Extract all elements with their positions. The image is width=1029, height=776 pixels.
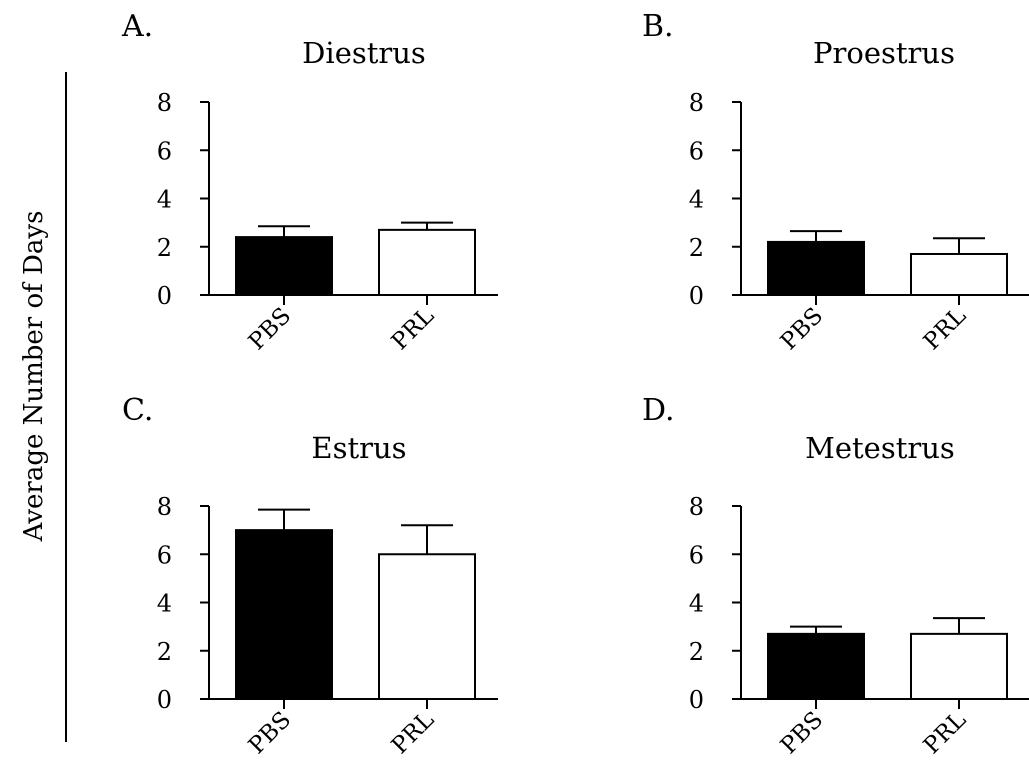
chart-title: Metestrus	[805, 431, 955, 465]
x-tick-label-pbs: PBS	[244, 707, 296, 759]
bar-pbs	[235, 236, 333, 297]
panel-letter: D.	[642, 393, 675, 428]
x-tick-label-prl: PRL	[387, 303, 439, 355]
chart-panel-a: A. Diestrus 0 2 4 6 8 PBS PRL	[121, 9, 498, 355]
x-tick-label-prl: PRL	[387, 707, 439, 759]
bar-prl	[378, 553, 476, 700]
y-tick-label: 2	[689, 234, 704, 262]
panels: A. Diestrus 0 2 4 6 8 PBS PRL B. Proestrus 0 2 4 6 8 PBS…	[121, 9, 1029, 759]
y-tick-label: 4	[157, 590, 172, 618]
y-tick-label: 8	[689, 493, 704, 521]
chart-title: Proestrus	[813, 36, 955, 70]
bar-pbs	[767, 632, 865, 700]
bar-pbs	[767, 240, 865, 297]
y-tick-label: 0	[157, 686, 172, 714]
x-tick-label-prl: PRL	[919, 707, 971, 759]
bar-prl	[910, 252, 1008, 297]
x-tick-label-pbs: PBS	[776, 303, 828, 355]
y-tick-label: 4	[689, 186, 704, 214]
bar-prl	[910, 632, 1008, 700]
y-tick-label: 0	[157, 282, 172, 310]
y-tick-label: 0	[689, 686, 704, 714]
y-tick-label: 6	[157, 541, 172, 569]
x-tick-label-pbs: PBS	[776, 707, 828, 759]
y-tick-label: 4	[157, 186, 172, 214]
panel-letter: A.	[121, 9, 153, 44]
chart-title: Estrus	[311, 431, 406, 465]
y-tick-label: 0	[689, 282, 704, 310]
y-tick-label: 6	[689, 137, 704, 165]
y-tick-label: 2	[157, 234, 172, 262]
chart-panel-c: C. Estrus 0 2 4 6 8 PBS PRL	[122, 393, 498, 759]
panel-letter: C.	[122, 393, 153, 428]
y-tick-label: 6	[689, 541, 704, 569]
y-axis-label: Average Number of Days	[19, 211, 49, 543]
bar-pbs	[235, 529, 333, 700]
x-tick-label-prl: PRL	[919, 303, 971, 355]
panel-letter: B.	[642, 9, 674, 44]
chart-title: Diestrus	[302, 36, 426, 70]
y-tick-label: 6	[157, 137, 172, 165]
bar-prl	[378, 228, 476, 296]
chart-panel-b: B. Proestrus 0 2 4 6 8 PBS PRL	[642, 9, 1029, 355]
y-tick-label: 2	[689, 638, 704, 666]
x-tick-label-pbs: PBS	[244, 303, 296, 355]
y-tick-label: 8	[689, 89, 704, 117]
y-tick-label: 8	[157, 493, 172, 521]
chart-panel-d: D. Metestrus 0 2 4 6 8 PBS PRL	[642, 393, 1029, 759]
y-tick-label: 4	[689, 590, 704, 618]
y-tick-label: 8	[157, 89, 172, 117]
y-tick-label: 2	[157, 638, 172, 666]
